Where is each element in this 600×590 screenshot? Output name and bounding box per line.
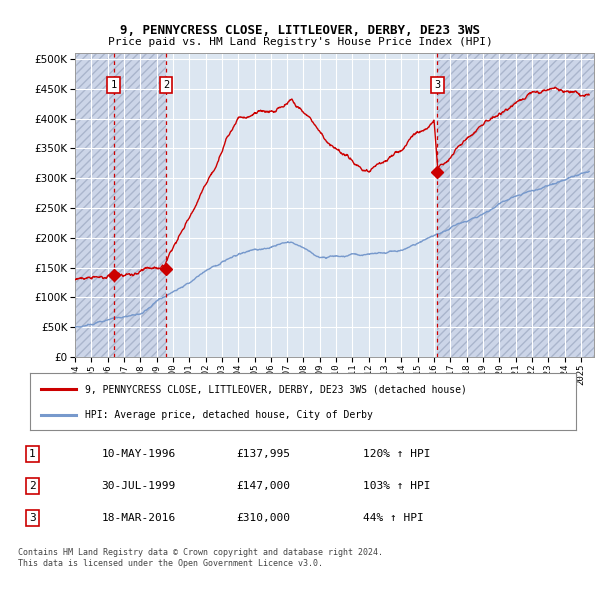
Text: 120% ↑ HPI: 120% ↑ HPI [364,449,431,458]
Text: 2: 2 [29,481,35,491]
Text: 30-JUL-1999: 30-JUL-1999 [101,481,176,491]
Text: £310,000: £310,000 [236,513,290,523]
Text: 1: 1 [110,80,116,90]
Text: 3: 3 [434,80,440,90]
Text: Price paid vs. HM Land Registry's House Price Index (HPI): Price paid vs. HM Land Registry's House … [107,37,493,47]
Text: Contains HM Land Registry data © Crown copyright and database right 2024.: Contains HM Land Registry data © Crown c… [18,548,383,556]
Bar [75,53,166,357]
Text: 103% ↑ HPI: 103% ↑ HPI [364,481,431,491]
Text: £137,995: £137,995 [236,449,290,458]
Text: 44% ↑ HPI: 44% ↑ HPI [364,513,424,523]
Text: 3: 3 [29,513,35,523]
Bar [75,53,166,357]
Text: 9, PENNYCRESS CLOSE, LITTLEOVER, DERBY, DE23 3WS (detached house): 9, PENNYCRESS CLOSE, LITTLEOVER, DERBY, … [85,384,466,394]
Text: 9, PENNYCRESS CLOSE, LITTLEOVER, DERBY, DE23 3WS: 9, PENNYCRESS CLOSE, LITTLEOVER, DERBY, … [120,24,480,37]
Text: 2: 2 [163,80,169,90]
Text: 10-MAY-1996: 10-MAY-1996 [101,449,176,458]
Text: This data is licensed under the Open Government Licence v3.0.: This data is licensed under the Open Gov… [18,559,323,568]
Text: £147,000: £147,000 [236,481,290,491]
Text: HPI: Average price, detached house, City of Derby: HPI: Average price, detached house, City… [85,410,373,420]
Bar [437,53,594,357]
Bar [437,53,594,357]
Text: 1: 1 [29,449,35,458]
Text: 18-MAR-2016: 18-MAR-2016 [101,513,176,523]
